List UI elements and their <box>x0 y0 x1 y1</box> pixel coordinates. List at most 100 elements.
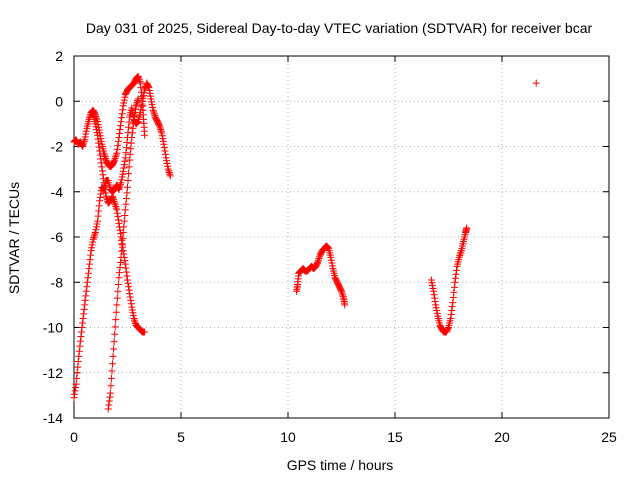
data-point <box>456 250 464 258</box>
data-point <box>116 126 124 134</box>
x-tick-label: 10 <box>280 429 296 445</box>
data-point <box>82 292 90 300</box>
data-point <box>81 296 89 304</box>
data-point <box>108 367 116 375</box>
data-point <box>97 155 105 163</box>
data-point <box>315 254 323 262</box>
data-point <box>113 149 121 157</box>
y-axis-ticks: -14 -12 -10 -8 -6 -4 -2 0 2 <box>43 48 609 426</box>
data-point <box>81 301 89 309</box>
data-point <box>121 206 129 214</box>
data-point <box>135 74 143 82</box>
data-point <box>338 287 345 295</box>
data-point <box>103 194 111 202</box>
data-point <box>119 228 127 236</box>
data-point <box>98 167 106 175</box>
data-point <box>449 299 457 307</box>
data-point <box>97 159 105 167</box>
series-early-arc-d <box>104 95 142 413</box>
data-point <box>104 405 112 413</box>
data-point <box>125 118 133 126</box>
data-point <box>111 201 119 209</box>
data-point <box>130 316 138 324</box>
data-point <box>95 143 103 151</box>
data-point <box>85 265 93 273</box>
data-point <box>120 164 128 172</box>
data-point <box>447 314 455 322</box>
data-point <box>117 233 125 241</box>
data-point <box>115 184 123 192</box>
data-point <box>124 128 132 136</box>
data-point <box>157 127 165 135</box>
data-point <box>116 182 124 190</box>
data-point <box>79 141 87 149</box>
data-point <box>118 114 126 122</box>
data-point <box>86 260 94 268</box>
data-point <box>126 150 134 158</box>
data-point <box>113 209 121 217</box>
data-point <box>164 165 172 173</box>
data-point <box>110 196 118 204</box>
data-point <box>157 126 165 134</box>
data-point <box>165 169 173 177</box>
data-point <box>448 307 456 315</box>
data-point <box>126 293 134 301</box>
data-point <box>115 274 123 282</box>
data-point <box>86 114 94 122</box>
data-point <box>90 234 98 242</box>
data-point <box>166 172 174 180</box>
data-point <box>457 248 465 256</box>
data-point <box>141 328 149 336</box>
data-point <box>115 269 123 277</box>
data-point <box>463 224 471 232</box>
data-point <box>124 183 131 191</box>
data-point <box>78 324 86 331</box>
data-point <box>127 300 135 308</box>
data-point <box>91 230 99 238</box>
data-point <box>113 206 121 214</box>
data-point <box>156 122 164 130</box>
data-point <box>95 202 103 210</box>
data-point <box>76 342 84 350</box>
data-point <box>101 153 109 161</box>
data-point <box>94 131 102 139</box>
data-point <box>115 219 123 227</box>
data-point <box>141 131 149 139</box>
data-point <box>86 256 94 264</box>
data-point <box>115 185 123 193</box>
series-midday-arc <box>293 242 349 309</box>
data-point <box>84 269 92 277</box>
data-point <box>94 217 102 225</box>
data-point <box>117 180 125 188</box>
data-point <box>532 79 540 87</box>
data-point <box>133 100 141 108</box>
chart-title: Day 031 of 2025, Sidereal Day-to-day VTE… <box>86 20 593 36</box>
data-point <box>75 352 83 360</box>
x-axis-ticks: 0 5 10 15 20 25 <box>70 56 617 445</box>
data-point <box>130 115 138 123</box>
data-point <box>112 151 120 159</box>
data-point <box>109 194 117 202</box>
data-point <box>324 243 332 251</box>
data-point <box>450 283 458 291</box>
data-point <box>128 129 136 137</box>
x-tick-label: 20 <box>494 429 510 445</box>
data-point <box>80 139 88 147</box>
y-tick-label: -8 <box>51 274 64 290</box>
data-point <box>107 382 115 390</box>
data-point <box>133 119 141 127</box>
data-point <box>79 143 87 150</box>
grid-lines <box>74 56 609 418</box>
data-point <box>111 154 119 162</box>
data-point <box>122 195 130 203</box>
data-point <box>77 333 85 341</box>
data-point <box>136 77 144 85</box>
data-point <box>134 95 142 103</box>
data-point <box>119 106 127 114</box>
data-point <box>95 139 103 147</box>
data-point <box>161 150 169 158</box>
data-point <box>113 301 121 309</box>
data-point <box>120 223 128 231</box>
data-point <box>106 389 114 397</box>
